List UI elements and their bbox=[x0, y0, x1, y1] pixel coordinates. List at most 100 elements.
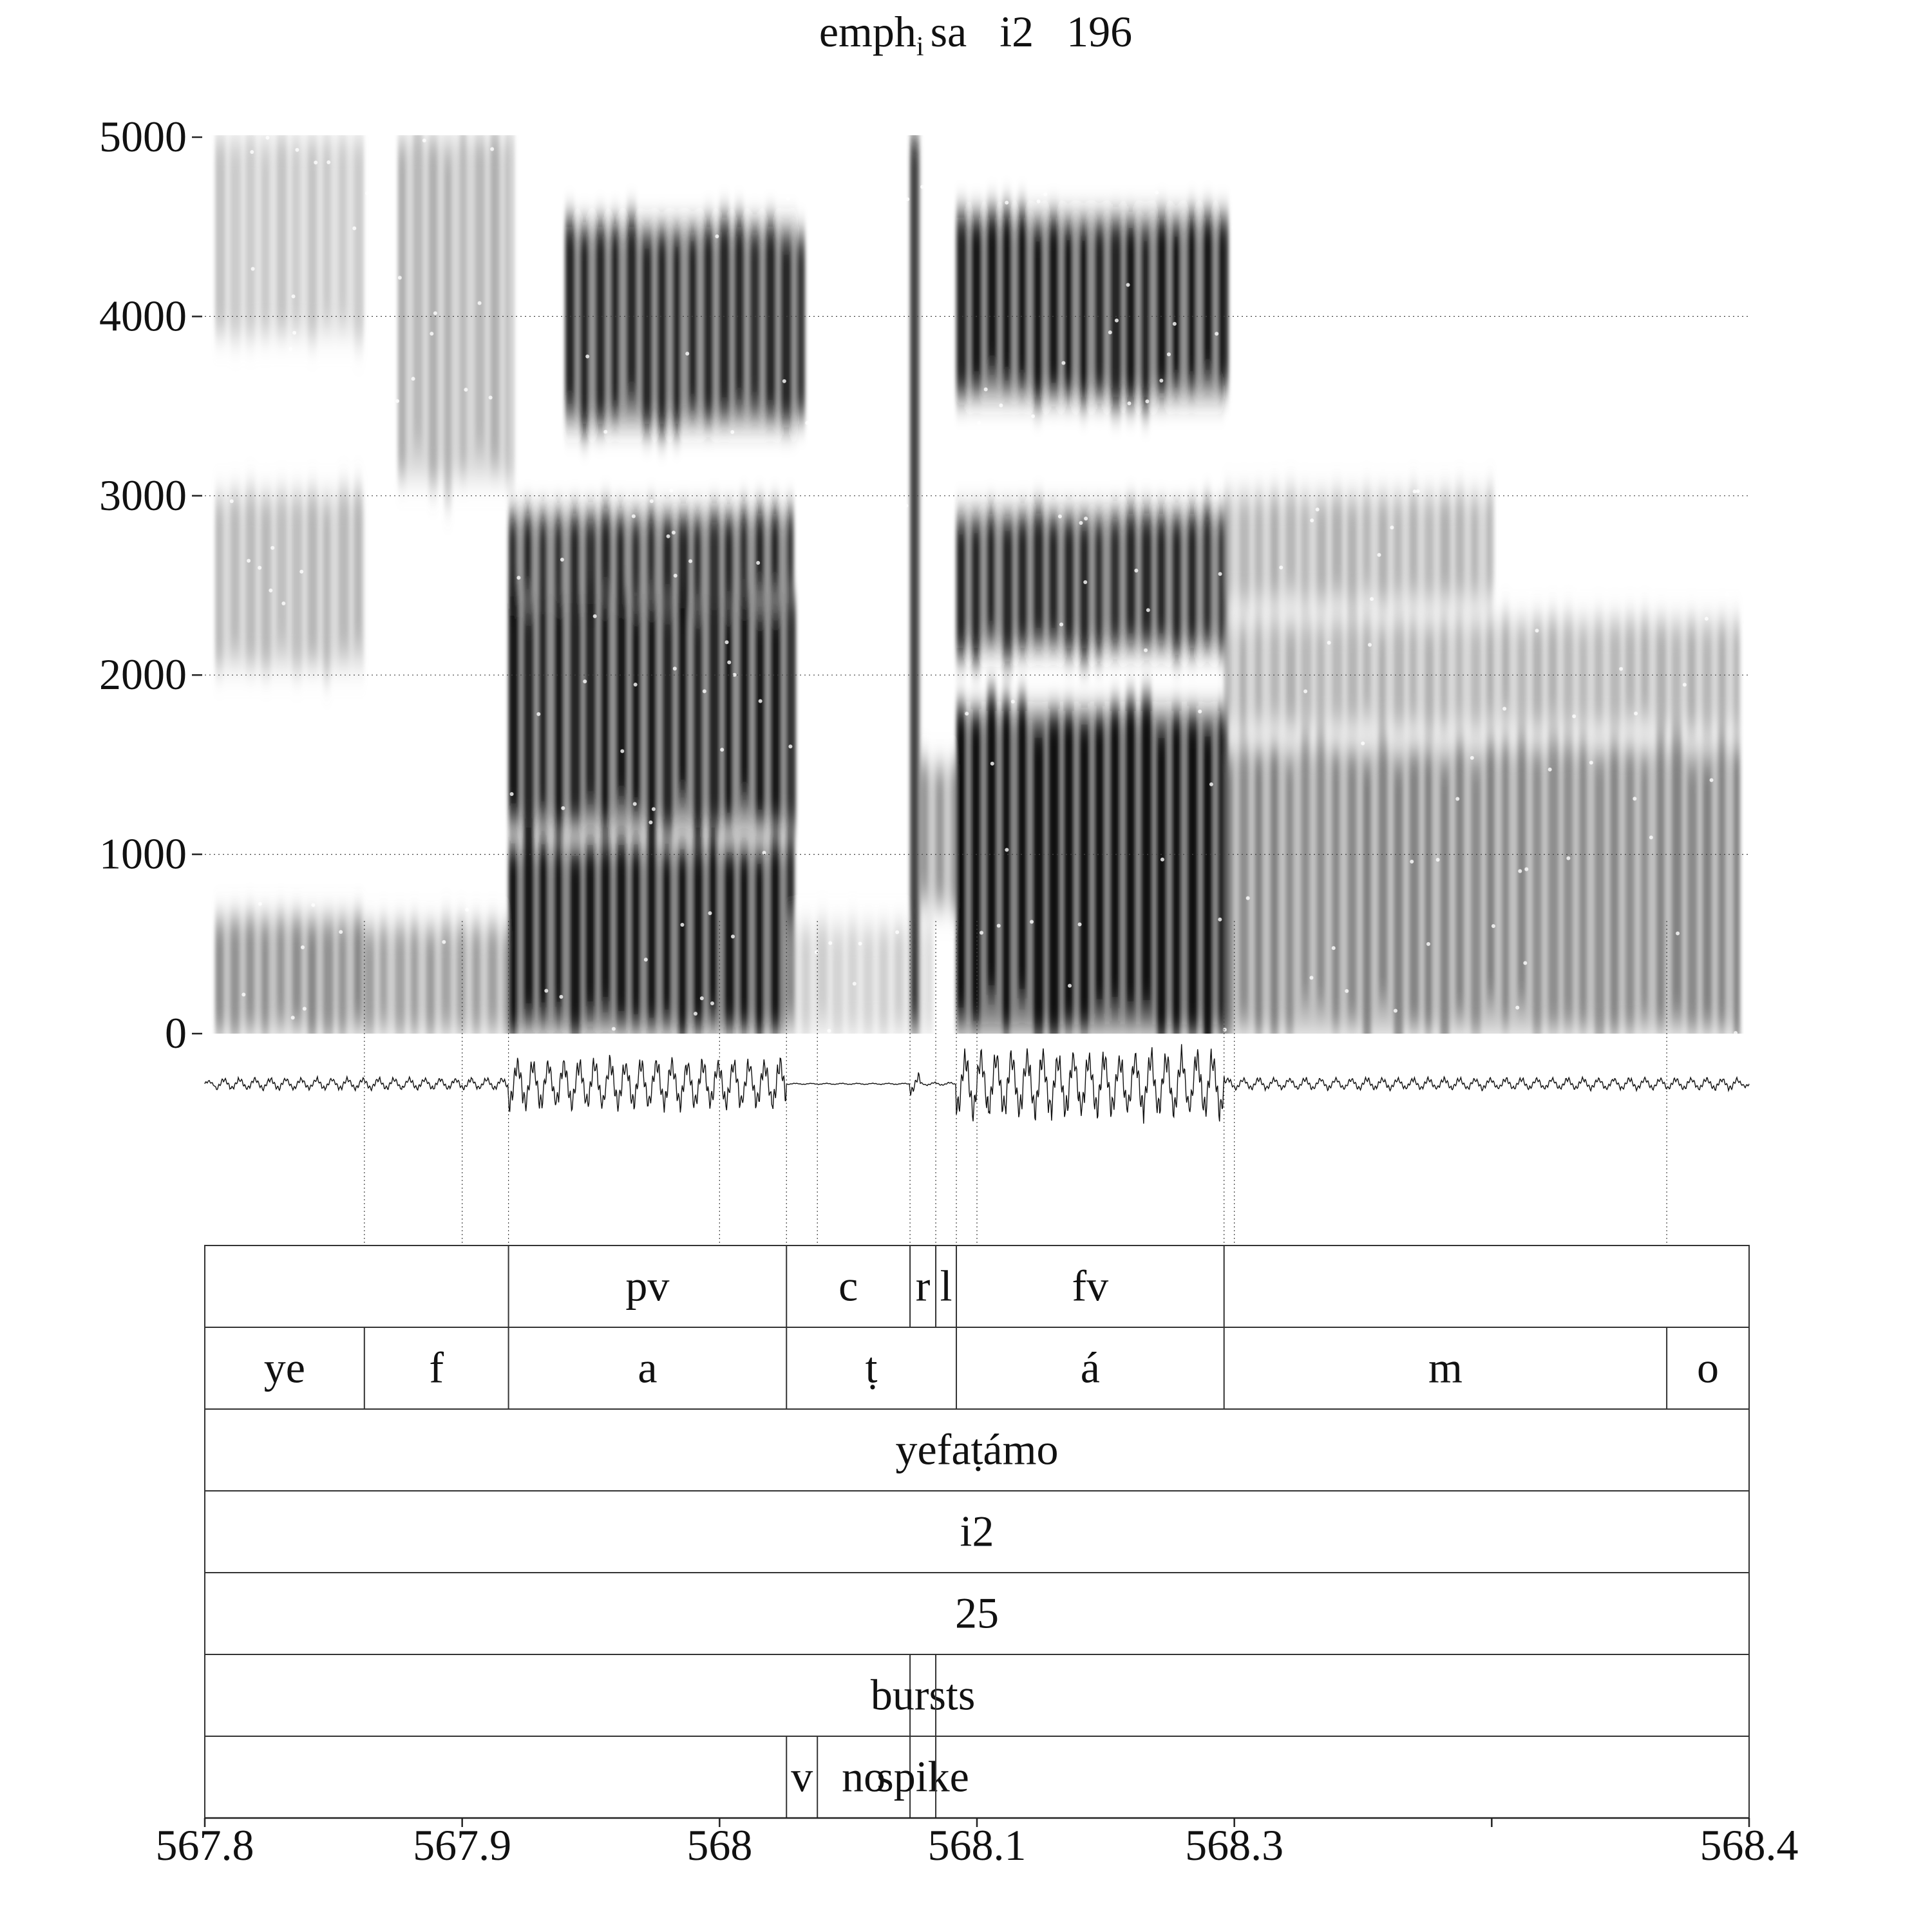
spectrogram-speckle bbox=[1271, 397, 1275, 402]
spectrogram-striation bbox=[616, 515, 625, 596]
spectrogram-striation bbox=[647, 838, 656, 1026]
spectrogram-striation bbox=[395, 924, 405, 1034]
spectrogram-speckle bbox=[753, 174, 758, 178]
spectrogram-striation bbox=[1486, 737, 1495, 1002]
spectrogram-speckle bbox=[1166, 352, 1171, 357]
frequency-axis: 5000 4000 3000 2000 1000 0 bbox=[99, 112, 202, 1057]
spectrogram-speckle bbox=[561, 806, 565, 810]
spectrogram-speckle bbox=[265, 135, 270, 140]
spectrogram-speckle bbox=[1361, 741, 1365, 746]
spectrogram-speckle bbox=[295, 147, 299, 152]
spectrogram-striation bbox=[786, 926, 797, 1034]
spectrogram-striation bbox=[1332, 749, 1340, 1030]
spectrogram-striation bbox=[1188, 716, 1198, 1034]
spectrogram-striation bbox=[307, 140, 317, 341]
spectrogram-speckle bbox=[1416, 489, 1420, 493]
spectrogram-speckle bbox=[631, 514, 636, 518]
spectrogram-speckle bbox=[411, 377, 415, 381]
spectrogram-speckle bbox=[964, 438, 969, 442]
spectrogram-speckle bbox=[1079, 521, 1083, 526]
spectrogram-striation bbox=[1255, 752, 1263, 1034]
spectrogram-striation bbox=[307, 923, 317, 1034]
spectrogram-striation bbox=[580, 227, 589, 433]
spectrogram-speckle bbox=[347, 439, 352, 443]
spectrogram-striation bbox=[585, 591, 596, 807]
spectrogram-speckle bbox=[223, 801, 227, 806]
spectrogram-speckle bbox=[980, 931, 984, 935]
spectrogram-striation bbox=[663, 609, 672, 833]
spectrogram-striation bbox=[658, 232, 667, 433]
spectrogram-speckle bbox=[799, 846, 804, 851]
spectrogram-striation bbox=[292, 140, 300, 328]
spectrogram-speckle bbox=[1734, 1031, 1738, 1034]
spectrogram-speckle bbox=[1624, 522, 1629, 526]
spectrogram-speckle bbox=[339, 930, 343, 934]
interval-label: i2 bbox=[960, 1507, 994, 1556]
spectrogram-speckle bbox=[1005, 200, 1009, 205]
spectrogram-speckle bbox=[649, 499, 654, 504]
spectrogram-speckle bbox=[1077, 922, 1082, 927]
spectrogram-speckle bbox=[1556, 570, 1560, 574]
spectrogram-striation bbox=[1126, 222, 1135, 404]
spectrogram-speckle bbox=[710, 1001, 714, 1005]
spectrogram-speckle bbox=[852, 981, 857, 986]
spectrogram-striation bbox=[786, 597, 796, 828]
y-tick-label: 0 bbox=[165, 1009, 187, 1057]
spectrogram-striation bbox=[1316, 734, 1325, 1007]
spectrogram-striation bbox=[508, 846, 517, 1034]
spectrogram-striation bbox=[292, 916, 301, 1025]
spectrogram-speckle bbox=[989, 435, 994, 439]
spectrogram-speckle bbox=[814, 950, 819, 954]
spectrogram-speckle bbox=[620, 749, 625, 753]
spectrogram-striation bbox=[292, 494, 302, 672]
spectrogram-striation bbox=[632, 518, 640, 600]
spectrogram-striation bbox=[1285, 761, 1294, 1034]
spectrogram-speckle bbox=[516, 576, 521, 580]
spectrogram-striation bbox=[1687, 622, 1696, 734]
interval-label: a bbox=[638, 1343, 657, 1392]
spectrogram-speckle bbox=[300, 945, 305, 949]
spectrogram-striation bbox=[570, 605, 581, 822]
spectrogram-speckle bbox=[292, 330, 297, 335]
spectrogram-striation bbox=[642, 235, 652, 430]
spectrogram-speckle bbox=[1084, 516, 1088, 521]
spectrogram-speckle bbox=[1249, 216, 1253, 221]
spectrogram-speckle bbox=[758, 699, 762, 703]
spectrogram-speckle bbox=[1548, 767, 1552, 772]
spectrogram-striation bbox=[1064, 710, 1074, 1025]
spectrogram-striation bbox=[632, 842, 640, 1025]
spectrogram-striation bbox=[1203, 214, 1213, 377]
spectrogram-striation bbox=[647, 510, 655, 594]
spectrogram-striation bbox=[354, 140, 363, 346]
spectrogram-speckle bbox=[1146, 608, 1150, 612]
spectrogram-striation bbox=[1002, 209, 1011, 384]
spectrogram-speckle bbox=[1417, 277, 1421, 281]
spectrogram-speckle bbox=[1222, 1027, 1227, 1032]
spectrogram-striation bbox=[1255, 616, 1262, 723]
spectrogram-speckle bbox=[1245, 896, 1250, 900]
spectrogram-speckle bbox=[782, 379, 786, 383]
spectrogram-striation bbox=[724, 611, 732, 823]
spectrogram-speckle bbox=[1363, 454, 1368, 459]
spectrogram-striation bbox=[1425, 626, 1434, 737]
y-tick-label: 5000 bbox=[99, 112, 187, 161]
spectrogram-speckle bbox=[649, 820, 653, 824]
spectrogram-speckle bbox=[1583, 394, 1587, 399]
spectrogram-speckle bbox=[996, 923, 1001, 928]
spectrogram-striation bbox=[724, 515, 734, 603]
spectrogram-striation bbox=[1486, 489, 1495, 594]
spectrogram-speckle bbox=[1649, 835, 1653, 840]
spectrogram-striation bbox=[1172, 224, 1180, 386]
spectrogram-speckle bbox=[819, 444, 823, 448]
spectrogram-speckle bbox=[1063, 168, 1067, 173]
spectrogram-speckle bbox=[1410, 859, 1414, 864]
spectrogram-speckle bbox=[1683, 292, 1687, 297]
spectrogram-striation bbox=[1455, 615, 1463, 724]
spectrogram-speckle bbox=[846, 488, 850, 493]
x-tick-label: 568.4 bbox=[1700, 1821, 1799, 1870]
spectrogram-striation bbox=[1378, 627, 1386, 738]
tier-frame bbox=[204, 1736, 1750, 1819]
spectrogram-striation bbox=[987, 210, 997, 374]
spectrogram-striation bbox=[1440, 764, 1450, 1034]
tier-frame bbox=[204, 1654, 1750, 1737]
